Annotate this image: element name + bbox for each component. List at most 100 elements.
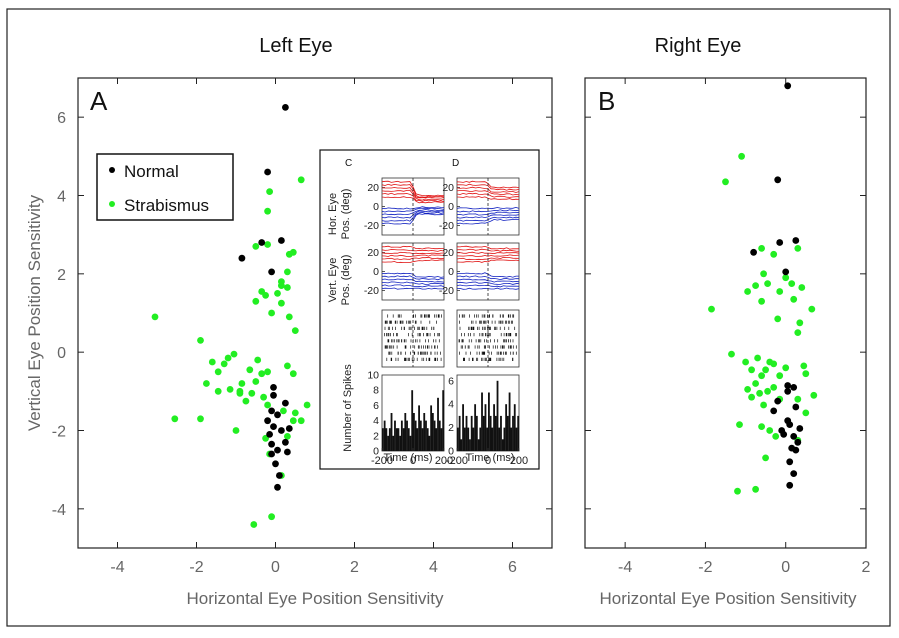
inset-c-hist-bar — [383, 420, 386, 451]
inset-c-hist-bar — [400, 420, 403, 451]
left-eye-x-tick-label: -4 — [110, 559, 124, 576]
right-eye-point-normal — [792, 403, 800, 411]
right-eye-point-normal — [774, 176, 782, 184]
left-eye-x-tick-label: 2 — [350, 559, 359, 576]
inset-d-hist-bar — [493, 404, 495, 451]
inset-c-hist-bar — [428, 435, 431, 451]
inset-d-hist-bar — [491, 427, 494, 451]
left-eye-title: Left Eye — [259, 35, 332, 57]
inset-c-hist-bar — [390, 413, 393, 451]
inset-d-row2-tick-label: 20 — [442, 247, 454, 259]
left-eye-point-strabismus — [236, 389, 244, 397]
right-eye-point-strabismus — [796, 319, 804, 327]
inset-d-raster-trial — [460, 345, 517, 349]
inset-c-hist-bar — [442, 390, 445, 451]
left-eye-point-strabismus — [214, 387, 222, 395]
left-eye-point-strabismus — [285, 313, 293, 321]
inset-c-hist-bar — [411, 390, 414, 451]
inset-c-row1-trace — [381, 211, 445, 222]
left-eye-point-normal — [270, 384, 277, 391]
left-eye-point-strabismus — [252, 297, 260, 305]
inset-c-row2-tick-label: 20 — [367, 247, 379, 259]
right-eye-point-strabismus — [808, 305, 816, 313]
left-eye-point-normal — [284, 448, 291, 456]
inset-c-hist-bar — [392, 435, 395, 451]
inset-d-hist-tick-label: 6 — [448, 375, 454, 387]
left-eye-point-strabismus — [224, 354, 232, 362]
inset-d-row2-trace — [456, 259, 520, 263]
inset-c-row2-trace — [381, 245, 444, 250]
left-eye-point-strabismus — [230, 350, 238, 358]
left-eye-point-normal — [282, 438, 289, 446]
inset-d-row1-tick-label: -20 — [439, 220, 454, 232]
left-eye-point-strabismus — [250, 521, 258, 528]
left-eye-point-normal — [274, 483, 281, 491]
right-eye-point-strabismus — [722, 178, 729, 186]
inset-d-row1-trace — [456, 209, 520, 213]
inset-c-raster-trial — [384, 333, 440, 337]
inset-c-row1-trace — [381, 209, 445, 216]
inset-c-row2-trace — [381, 259, 445, 264]
right-eye-point-strabismus — [760, 270, 767, 278]
left-eye-point-normal — [278, 237, 285, 244]
inset-d-hist-bar — [467, 427, 470, 451]
right-eye-point-strabismus — [728, 350, 735, 358]
inset-d-hist-bar — [460, 439, 463, 451]
inset-c-raster-trial — [384, 320, 437, 324]
inset-d-hist-bar — [484, 404, 487, 451]
left-eye-point-strabismus — [171, 415, 179, 423]
inset-d-raster-trial — [463, 357, 514, 361]
left-eye-point-strabismus — [284, 433, 291, 440]
right-eye-point-normal — [780, 431, 788, 438]
panel-label-a: A — [90, 86, 108, 116]
right-eye-point-strabismus — [776, 372, 784, 380]
right-eye-point-normal — [782, 268, 790, 276]
inset-c-row2-trace — [381, 254, 445, 257]
right-eye-plot-frame — [584, 77, 867, 549]
left-eye-x-ticks: -4 -2 0 2 4 6 — [110, 78, 517, 576]
inset-d-raster-trial — [459, 326, 516, 330]
right-eye-point-strabismus — [742, 358, 749, 366]
left-eye-point-normal — [268, 450, 275, 458]
inset-c-row2-trace — [381, 281, 445, 285]
inset-c-hist-bar — [406, 420, 408, 451]
inset-c-raster-trial — [386, 357, 442, 361]
left-eye-point-strabismus — [278, 299, 285, 307]
left-eye-point-strabismus — [291, 409, 299, 417]
inset-label-c: C — [345, 158, 352, 169]
right-eye-point-normal — [790, 470, 798, 477]
inset-d-hist-bar — [508, 392, 511, 451]
left-eye-point-strabismus — [278, 282, 285, 289]
inset-d-hist-bar — [481, 392, 483, 451]
left-eye-point-normal — [274, 411, 281, 419]
right-eye-point-strabismus — [752, 380, 759, 387]
inset-c-row2-tick-label: 0 — [373, 266, 379, 278]
right-eye-x-ticks: -4 -2 0 2 — [585, 78, 871, 576]
left-eye-point-strabismus — [238, 380, 246, 387]
left-eye-point-strabismus — [246, 366, 254, 374]
left-eye-point-strabismus — [203, 380, 210, 387]
legend: Normal Strabismus — [96, 153, 234, 221]
left-eye-point-strabismus — [248, 389, 256, 397]
inset-d-x-label: Time (ms) — [465, 452, 514, 464]
left-eye-plot-frame — [77, 77, 553, 549]
inset-c-hist-bar — [382, 428, 384, 451]
panel-right-eye: Right Eye B -4 -2 0 2 Horizontal Eye Positi… — [584, 35, 871, 608]
right-eye-point-strabismus — [734, 487, 741, 495]
left-eye-point-strabismus — [291, 327, 299, 334]
inset-d-hist-bar — [506, 415, 509, 451]
right-eye-point-strabismus — [788, 280, 796, 287]
left-eye-point-strabismus — [280, 407, 287, 415]
inset-c-raster-trial — [384, 345, 438, 349]
left-eye-point-strabismus — [284, 268, 291, 276]
left-eye-point-normal — [268, 407, 275, 415]
legend-strabismus-label: Strabismus — [124, 196, 209, 215]
inset-c-x-tick-label: 200 — [435, 455, 453, 467]
left-eye-x-tick-label: 0 — [271, 559, 280, 576]
inset-d-hist-bar — [488, 392, 490, 451]
inset-d-hist-bar — [458, 415, 461, 451]
left-eye-point-normal — [276, 472, 283, 479]
inset-c-hist-bar — [433, 420, 436, 451]
inset-c-hist-bar — [430, 405, 433, 451]
right-eye-point-strabismus — [756, 389, 763, 397]
